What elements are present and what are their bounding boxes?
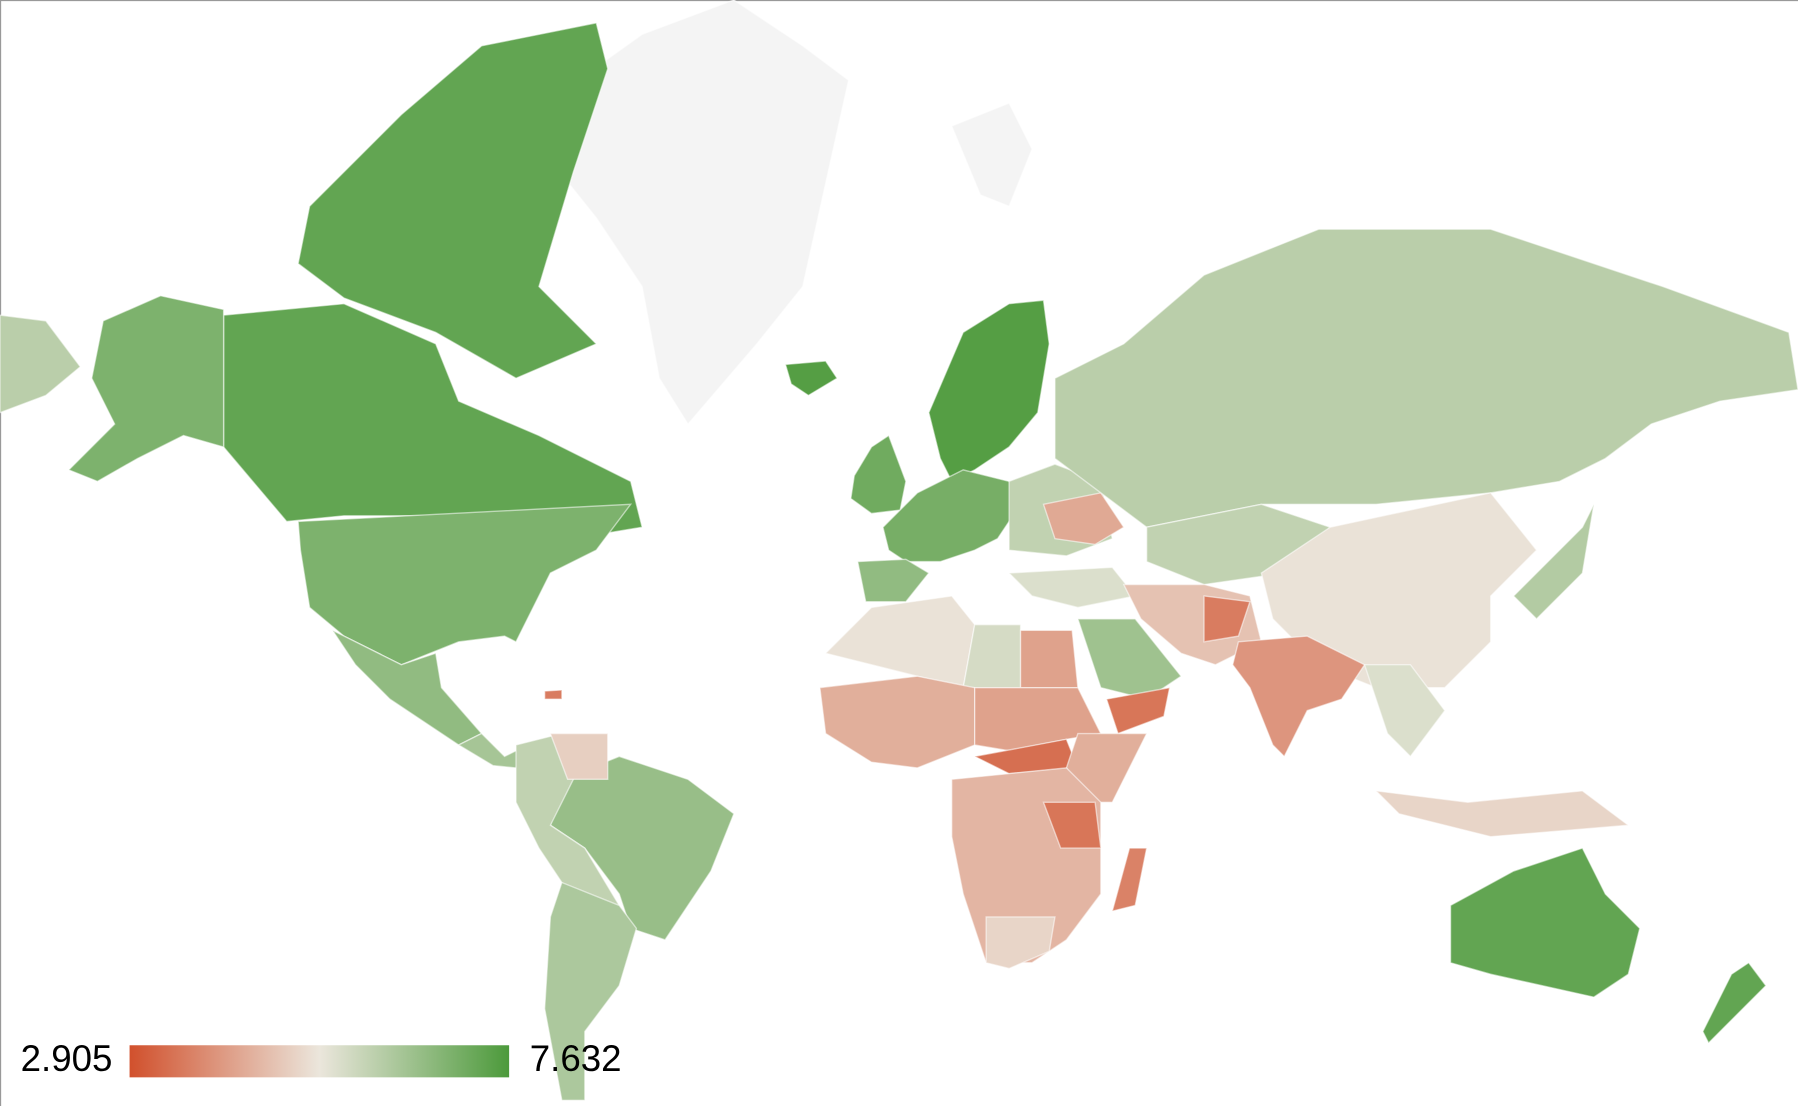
country-region — [1019, 629, 1079, 689]
country-region — [67, 294, 225, 483]
country-region — [297, 503, 633, 666]
country-region — [1203, 595, 1251, 643]
country-region — [856, 558, 930, 603]
country-region — [850, 434, 907, 515]
country-region — [819, 675, 976, 769]
country-region — [928, 299, 1050, 483]
country-region — [1363, 664, 1446, 758]
country-region — [543, 689, 563, 700]
country-region — [297, 22, 609, 379]
country-region — [882, 469, 1022, 563]
country-region — [1105, 686, 1171, 735]
country-region — [1042, 801, 1102, 849]
country-region — [1111, 847, 1148, 913]
country-region — [985, 916, 1056, 970]
country-region — [1042, 492, 1125, 546]
legend-max-label: 7.632 — [530, 1038, 622, 1079]
country-region — [1512, 503, 1595, 620]
country-region — [1702, 961, 1767, 1045]
country-region — [549, 732, 609, 781]
country-region — [784, 360, 839, 397]
legend-color-bar — [129, 1045, 510, 1078]
legend-min-label: 2.905 — [21, 1038, 113, 1079]
country-region — [1007, 566, 1137, 609]
no-data-region — [549, 0, 850, 426]
country-region — [1231, 635, 1366, 758]
regions — [0, 22, 1798, 1101]
country-region — [543, 881, 638, 1101]
country-region — [0, 314, 82, 414]
country-region — [1374, 789, 1631, 838]
no-data-region — [950, 102, 1033, 208]
country-region — [1449, 847, 1641, 998]
country-region — [1076, 618, 1183, 700]
